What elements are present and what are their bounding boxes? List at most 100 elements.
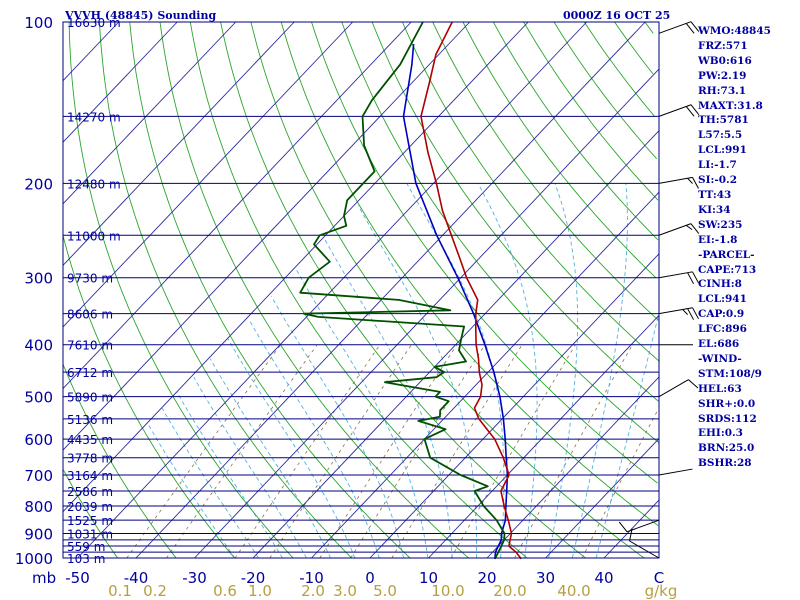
- isotherm-line: [486, 376, 660, 559]
- mixing-ratio-label: 5.0: [373, 582, 397, 600]
- wind-barb-shaft: [658, 176, 693, 184]
- mixing-ratio-lines: [126, 344, 659, 559]
- stat-item: STM:108/9: [698, 367, 762, 380]
- stat-item: LFC:896: [698, 323, 747, 336]
- isotherm-line: [369, 253, 660, 559]
- stat-item: SI:-0.2: [698, 174, 737, 187]
- stat-item: HEL:63: [698, 382, 742, 395]
- height-label: 3164 m: [67, 469, 113, 483]
- stat-item: PW:2.19: [698, 69, 747, 82]
- valid-time: 0000Z 16 OCT 25: [563, 9, 671, 22]
- height-label: 4435 m: [67, 433, 113, 447]
- stats-sidebar: WMO:48845 FRZ:571 WB0:616 PW:2.19 RH:73.1 MAX…: [698, 24, 798, 471]
- dry-adiabat: [98, 21, 352, 559]
- moist-adiabat: [209, 358, 332, 559]
- stat-item: FRZ:571: [698, 39, 748, 52]
- mixing-ratio-line: [581, 410, 659, 559]
- wind-barb-flag: [692, 307, 699, 320]
- wind-barb-shaft: [629, 540, 660, 559]
- moist-adiabat: [571, 183, 628, 559]
- stat-item: RH:73.1: [698, 84, 747, 97]
- stat-item: EL:686: [698, 338, 740, 351]
- moist-adiabat: [595, 313, 660, 559]
- isobars: [63, 21, 659, 559]
- temperature-tick-label: 40: [594, 569, 613, 587]
- wind-barb: [658, 223, 700, 236]
- wind-barb-shaft: [658, 104, 692, 117]
- temperature-tick-label: -40: [124, 569, 149, 587]
- wind-barb-flag: [692, 271, 699, 284]
- stat-item: BSHR:28: [698, 457, 752, 470]
- dry-adiabat: [492, 21, 659, 241]
- wind-barb-flag: [685, 23, 695, 34]
- stat-item: CINH:8: [698, 278, 742, 291]
- wind-barb: [618, 519, 660, 533]
- parcel-trace: [402, 44, 509, 559]
- wind-barb: [658, 468, 693, 476]
- temperature-tick-label: 0: [365, 569, 375, 587]
- height-labels: 16630 m 14270 m 12480 m 11000 m 9730 m 8606 m…: [67, 16, 121, 566]
- stat-item: -PARCEL-: [698, 248, 755, 261]
- wind-barb-flag: [687, 272, 695, 285]
- height-label: 5890 m: [67, 391, 113, 405]
- wind-barb-shaft: [658, 468, 693, 476]
- stat-item: WB0:616: [698, 54, 752, 67]
- moist-adiabats: [147, 183, 660, 559]
- pressure-tick-label: 200: [24, 175, 53, 193]
- wind-barb-flag: [690, 21, 700, 32]
- station-title: VVVH (48845) Sounding: [65, 9, 217, 22]
- height-label: 14270 m: [67, 110, 121, 124]
- isotherm-line: [62, 21, 529, 512]
- pressure-tick-label: 600: [24, 431, 53, 449]
- pressure-tick-label: 700: [24, 467, 53, 485]
- dry-adiabat: [644, 21, 654, 34]
- axis-labels: 0.1 0.2 0.6 1.0 2.0 3.0 5.0 10.0 20.0 40.0 g/kg100…: [15, 14, 678, 600]
- dry-adiabat: [189, 21, 528, 559]
- pressure-tick-label: 400: [24, 337, 53, 355]
- wind-barb-shaft: [658, 271, 693, 279]
- wind-barb: [658, 21, 700, 34]
- height-label: 3778 m: [67, 452, 113, 466]
- dry-adiabat: [583, 21, 655, 117]
- moist-adiabat: [296, 269, 429, 559]
- wind-barb-flag: [618, 521, 628, 533]
- stat-item: CAP:0.9: [698, 308, 745, 321]
- isotherm-line: [62, 21, 295, 266]
- pressure-tick-label: 100: [24, 14, 53, 32]
- stat-item: MAXT:31.8: [698, 99, 763, 112]
- height-label: 11000 m: [67, 229, 121, 243]
- mixing-ratio-unit: g/kg: [645, 582, 678, 600]
- moist-adiabat: [324, 239, 453, 559]
- stat-item: EI:-1.8: [698, 233, 738, 246]
- stat-item: BRN:25.0: [698, 442, 755, 455]
- mixing-ratio-line: [391, 344, 523, 559]
- mixing-ratio-label: 20.0: [493, 582, 526, 600]
- isotherm-line: [62, 21, 237, 205]
- height-label: 1525 m: [67, 514, 113, 528]
- wind-barb-flag: [690, 223, 700, 234]
- wind-barb-flag: [629, 528, 633, 542]
- isotherm-line: [62, 21, 354, 328]
- stat-item: EHI:0.3: [698, 427, 743, 440]
- mixing-ratio-label: 0.2: [143, 582, 167, 600]
- wind-barbs: [618, 21, 700, 559]
- moist-adiabat: [161, 407, 259, 559]
- height-label: 9730 m: [67, 272, 113, 286]
- height-label: 8606 m: [67, 308, 113, 322]
- wind-barb: [629, 528, 660, 559]
- wind-barb-shaft: [658, 379, 689, 398]
- height-label: 2039 m: [67, 500, 113, 514]
- height-label: 6712 m: [67, 366, 113, 380]
- isotherm-line: [311, 191, 660, 559]
- dry-adiabat: [62, 364, 177, 559]
- pressure-tick-label: 800: [24, 498, 53, 516]
- wind-barb-flag: [685, 224, 693, 231]
- dry-adiabat: [614, 21, 654, 75]
- isotherm-line: [62, 21, 412, 389]
- moist-adiabat: [477, 183, 538, 559]
- wind-barb-flag: [682, 309, 688, 315]
- dewpoint-trace: [299, 21, 506, 560]
- mixing-ratio-label: 2.0: [301, 582, 325, 600]
- stat-item: LCL:991: [698, 144, 747, 157]
